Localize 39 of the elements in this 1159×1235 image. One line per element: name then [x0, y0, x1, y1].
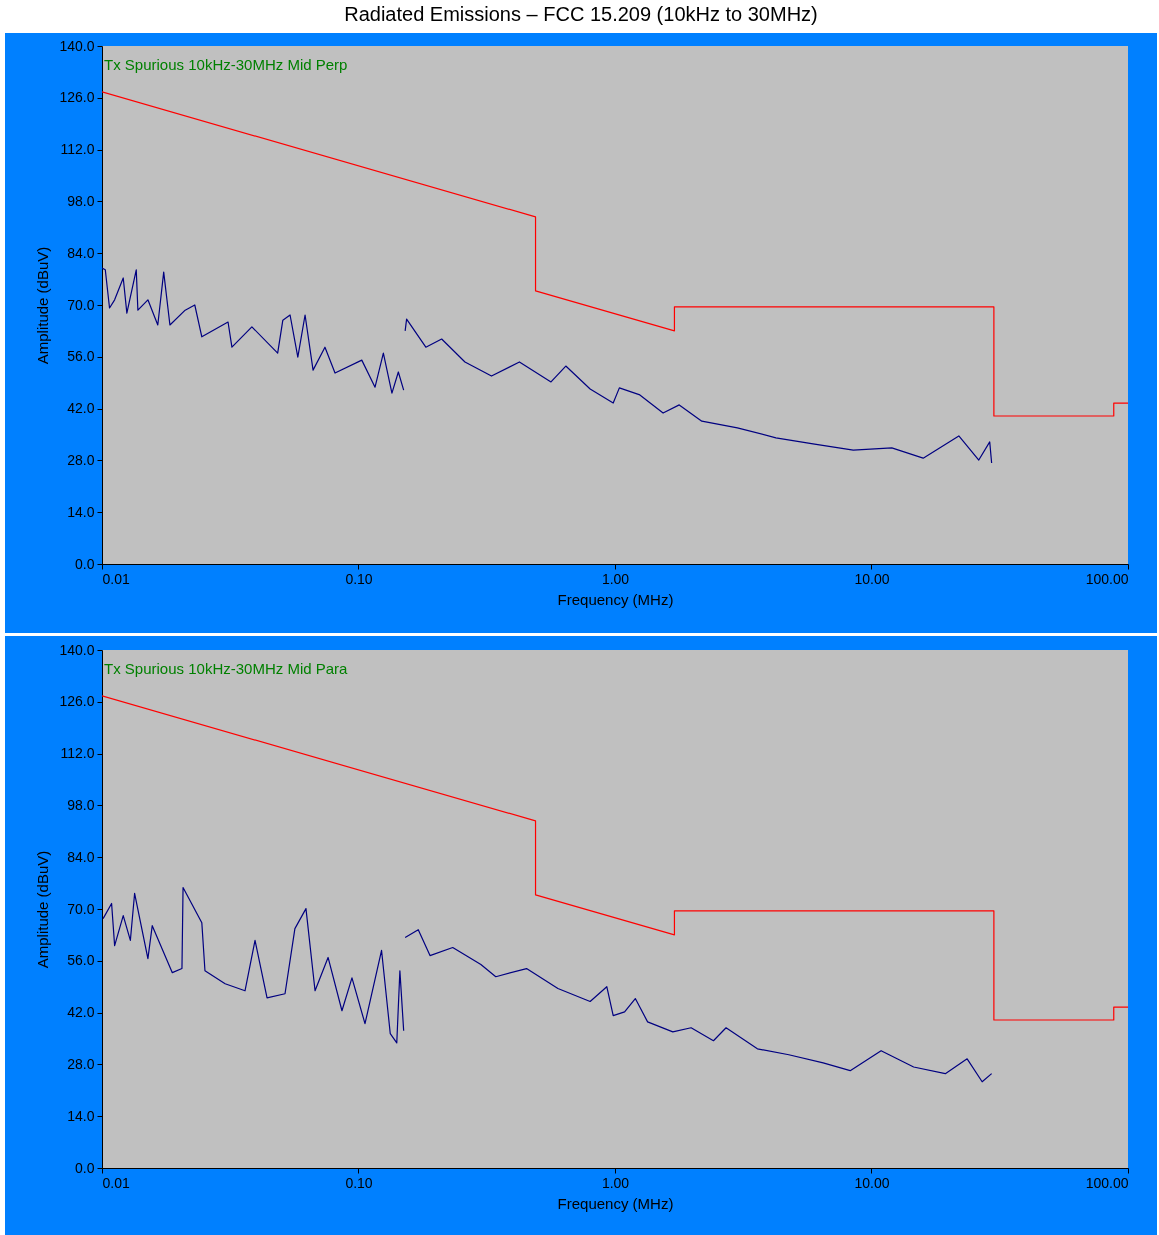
y-tick-label: 70.0	[67, 900, 95, 917]
x-tick-label: 10.00	[854, 570, 890, 587]
y-tick-label: 42.0	[67, 1004, 95, 1021]
y-tick-label: 112.0	[60, 745, 95, 762]
y-tick-label: 28.0	[67, 451, 95, 468]
x-axis-title: Frequency (MHz)	[557, 1194, 674, 1212]
y-tick-label: 14.0	[67, 503, 95, 520]
annotation: Tx Spurious 10kHz-30MHz Mid Perp	[104, 56, 348, 73]
x-axis-title: Frequency (MHz)	[557, 590, 674, 608]
y-tick-label: 42.0	[67, 400, 95, 417]
y-tick-label: 14.0	[67, 1107, 95, 1124]
x-tick-label: 1.00	[601, 570, 630, 587]
x-tick-label: 100.00	[1085, 1174, 1129, 1191]
y-tick-label: 140.0	[59, 641, 95, 658]
y-tick-label: 56.0	[67, 348, 95, 365]
x-tick-label: 1.00	[601, 1174, 630, 1191]
y-tick-label: 56.0	[67, 952, 95, 969]
y-tick-label: 140.0	[59, 37, 95, 54]
y-tick-label: 126.0	[59, 693, 95, 710]
x-tick-label: 0.01	[102, 570, 130, 587]
x-tick-label: 10.00	[854, 1174, 890, 1191]
y-axis-title: Amplitude (dBuV)	[34, 246, 52, 365]
y-tick-label: 28.0	[67, 1055, 95, 1072]
y-tick-label: 112.0	[60, 141, 95, 158]
y-tick-label: 84.0	[67, 244, 95, 261]
chart-title: Radiated Emissions – FCC 15.209 (10kHz to 30MHz)	[344, 3, 818, 25]
x-tick-label: 0.10	[345, 570, 373, 587]
y-tick-label: 98.0	[67, 796, 95, 813]
x-tick-label: 0.10	[345, 1174, 373, 1191]
x-tick-label: 0.01	[102, 1174, 130, 1191]
y-axis-title: Amplitude (dBuV)	[34, 850, 52, 969]
x-tick-label: 100.00	[1085, 570, 1129, 587]
y-tick-label: 98.0	[67, 192, 95, 209]
y-tick-label: 126.0	[59, 89, 95, 106]
y-tick-label: 70.0	[67, 296, 95, 313]
y-tick-label: 0.0	[75, 1159, 95, 1176]
y-tick-label: 84.0	[67, 848, 95, 865]
y-tick-label: 0.0	[75, 555, 95, 572]
annotation: Tx Spurious 10kHz-30MHz Mid Para	[104, 660, 349, 677]
